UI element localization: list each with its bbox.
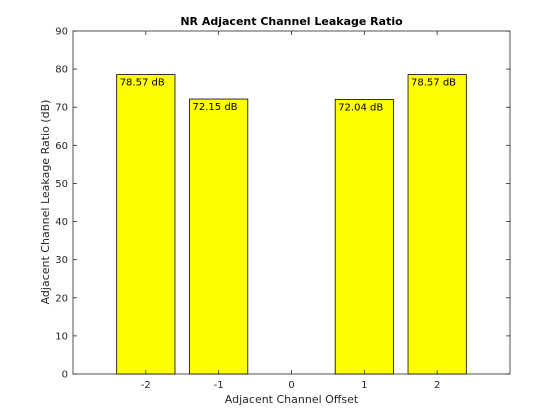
bars-layer bbox=[116, 74, 467, 375]
data-labels-layer: 78.57 dB 72.15 dB 72.04 dB 78.57 dB bbox=[120, 78, 456, 114]
y-tick-label: 10 bbox=[55, 331, 68, 342]
bar bbox=[334, 99, 394, 375]
y-tick-label: 20 bbox=[55, 293, 68, 304]
chart-title: NR Adjacent Channel Leakage Ratio bbox=[180, 15, 403, 28]
bar bbox=[407, 74, 467, 375]
x-tick-label: 2 bbox=[434, 380, 440, 391]
x-tick-label: -1 bbox=[214, 380, 224, 391]
y-tick-label: 40 bbox=[55, 217, 68, 228]
x-ticks-layer: -2 -1 0 1 2 bbox=[141, 31, 440, 391]
bar bbox=[116, 74, 176, 375]
x-tick-label: -2 bbox=[141, 380, 151, 391]
x-axis-label: Adjacent Channel Offset bbox=[225, 393, 359, 406]
bar-value-label: 72.15 dB bbox=[193, 102, 238, 113]
y-tick-label: 70 bbox=[55, 103, 68, 114]
x-tick-label: 0 bbox=[288, 380, 294, 391]
y-tick-label: 0 bbox=[62, 370, 68, 381]
y-tick-label: 60 bbox=[55, 141, 68, 152]
bar-value-label: 78.57 dB bbox=[411, 78, 456, 89]
y-tick-label: 30 bbox=[55, 255, 68, 266]
x-tick-label: 1 bbox=[361, 380, 367, 391]
bar-value-label: 78.57 dB bbox=[120, 78, 165, 89]
bar bbox=[189, 98, 249, 375]
bar-value-label: 72.04 dB bbox=[338, 102, 383, 113]
y-tick-label: 50 bbox=[55, 179, 68, 190]
y-axis-label: Adjacent Channel Leakage Ratio (dB) bbox=[39, 100, 52, 305]
y-tick-label: 80 bbox=[55, 65, 68, 76]
y-ticks-layer: 0 10 20 30 40 50 60 70 80 90 bbox=[55, 27, 510, 381]
y-tick-label: 90 bbox=[55, 27, 68, 38]
